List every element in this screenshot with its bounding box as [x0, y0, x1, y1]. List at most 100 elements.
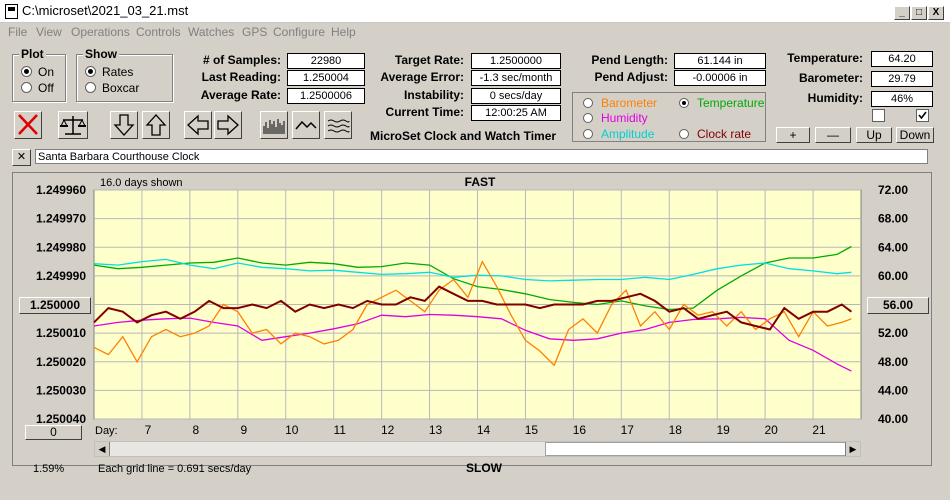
sensor-clock-rate-radio[interactable]: Clock rate [679, 127, 751, 141]
sensor-humidity-radio[interactable]: Humidity [583, 111, 648, 125]
right-reference-button[interactable]: 56.00 [867, 297, 929, 314]
radio-icon [679, 129, 689, 139]
pend-length-label: Pend Length: [591, 53, 668, 67]
barometer-label: Barometer: [798, 71, 863, 85]
scroll-right-button[interactable] [214, 111, 242, 139]
left-reference-button[interactable]: 1.250000 [19, 297, 91, 314]
scale-up-button[interactable]: Up [856, 127, 892, 143]
wave-graph-icon [327, 119, 350, 133]
average-rate-label: Average Rate: [200, 88, 281, 102]
radio-icon [583, 98, 593, 108]
average-error-label: Average Error: [380, 70, 464, 84]
instability-value: 0 secs/day [471, 88, 561, 104]
show-rates-radio[interactable]: Rates [85, 65, 133, 79]
checkbox-2[interactable] [916, 109, 929, 122]
pend-length-value: 61.144 in [674, 53, 766, 69]
show-rates-label: Rates [102, 65, 134, 79]
sensor-clock-rate-label: Clock rate [697, 127, 752, 141]
scale-minus-button[interactable]: — [815, 127, 851, 143]
plot-on-radio[interactable]: On [21, 65, 54, 79]
sensor-temperature-radio[interactable]: Temperature [679, 96, 764, 110]
shift-down-button[interactable] [110, 111, 138, 139]
clear-button[interactable] [14, 111, 42, 139]
target-rate-label: Target Rate: [394, 53, 464, 67]
show-group-label: Show [83, 47, 119, 61]
y-left-tick-label: 1.249960 [36, 183, 86, 197]
days-shown-label: 16.0 days shown [100, 177, 183, 189]
plot-group: Plot On Off [12, 47, 66, 102]
scroll-left-arrow-icon[interactable]: ◀ [95, 442, 110, 456]
y-right-tick-label: 52.00 [878, 326, 908, 340]
scroll-left-button[interactable] [184, 111, 212, 139]
show-boxcar-radio[interactable]: Boxcar [85, 81, 139, 95]
scale-plus-button[interactable]: + [776, 127, 810, 143]
checkbox-1[interactable] [872, 109, 885, 122]
shift-up-button[interactable] [142, 111, 170, 139]
y-right-tick-label: 72.00 [878, 183, 908, 197]
fast-label: FAST [465, 175, 496, 189]
current-time-value: 12:00:25 AM [471, 105, 561, 121]
sensor-amplitude-radio[interactable]: Amplitude [583, 127, 654, 141]
scrollbar-thumb[interactable] [545, 442, 846, 456]
radio-icon [583, 113, 593, 123]
line-view-button[interactable] [292, 111, 320, 139]
arrow-down-icon [113, 114, 135, 136]
y-left-tick-label: 1.249970 [36, 212, 86, 226]
menu-help[interactable]: Help [331, 25, 356, 39]
radio-icon [21, 82, 32, 93]
y-left-tick-label: 1.250010 [36, 326, 86, 340]
close-button[interactable]: X [928, 6, 944, 20]
app-name: MicroSet Clock and Watch Timer [370, 129, 557, 143]
clear-name-button[interactable]: ✕ [12, 149, 31, 166]
y-right-tick-label: 44.00 [878, 383, 908, 397]
menu-file[interactable]: File [8, 25, 28, 39]
sensor-amplitude-label: Amplitude [601, 127, 655, 141]
minimize-button[interactable]: _ [894, 6, 910, 20]
y-right-tick-label: 48.00 [878, 355, 908, 369]
target-rate-value: 1.2500000 [471, 53, 561, 69]
wave-view-button[interactable] [324, 111, 352, 139]
scale-down-button[interactable]: Down [896, 127, 934, 143]
menu-controls[interactable]: Controls [136, 25, 181, 39]
bars-view-button[interactable] [260, 111, 288, 139]
checkmark-icon [918, 111, 927, 120]
plot-off-label: Off [38, 81, 54, 95]
clock-name-input[interactable]: Santa Barbara Courthouse Clock [35, 149, 928, 164]
offset-button[interactable]: 0 [25, 425, 82, 440]
app-icon[interactable] [5, 4, 18, 19]
y-left-tick-label: 1.250020 [36, 355, 86, 369]
menu-operations[interactable]: Operations [71, 25, 130, 39]
horizontal-scrollbar[interactable]: ◀ ▶ [94, 441, 861, 457]
menu-view[interactable]: View [36, 25, 62, 39]
grid-note-label: Each grid line = 0.691 secs/day [98, 463, 252, 475]
x-tick-label: 18 [669, 423, 683, 437]
menu-watches[interactable]: Watches [188, 25, 235, 39]
menu-gps[interactable]: GPS [242, 25, 268, 39]
scroll-right-arrow-icon[interactable]: ▶ [845, 442, 860, 456]
x-tick-label: 15 [525, 423, 539, 437]
red-x-icon [18, 114, 38, 135]
balance-scale-icon [60, 116, 86, 135]
menu-bar: File View Operations Controls Watches GP… [0, 23, 950, 41]
line-graph-icon [295, 120, 317, 130]
x-tick-label: 7 [145, 423, 152, 437]
x-tick-label: 10 [285, 423, 299, 437]
x-tick-label: 9 [240, 423, 247, 437]
average-error-value: -1.3 sec/month [471, 70, 561, 86]
maximize-button[interactable]: □ [911, 6, 927, 20]
plot-off-radio[interactable]: Off [21, 81, 54, 95]
x-tick-label: 14 [477, 423, 491, 437]
show-group: Show Rates Boxcar [76, 47, 173, 102]
arrow-up-icon [145, 114, 167, 136]
sensor-barometer-radio[interactable]: Barometer [583, 96, 657, 110]
title-bar: C:\microset\2021_03_21.mst _ □ X [0, 0, 950, 23]
balance-button[interactable] [58, 111, 88, 139]
instability-label: Instability: [403, 88, 464, 102]
menu-configure[interactable]: Configure [273, 25, 326, 39]
y-left-ticks: 1.2499601.2499701.2499801.2499901.250000… [36, 183, 86, 426]
y-left-tick-label: 1.249980 [36, 240, 86, 254]
plot-group-label: Plot [19, 47, 46, 61]
y-left-tick-label: 1.250030 [36, 383, 86, 397]
samples-value: 22980 [287, 53, 365, 69]
